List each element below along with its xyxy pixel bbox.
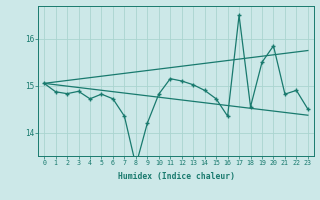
X-axis label: Humidex (Indice chaleur): Humidex (Indice chaleur) [117, 172, 235, 181]
